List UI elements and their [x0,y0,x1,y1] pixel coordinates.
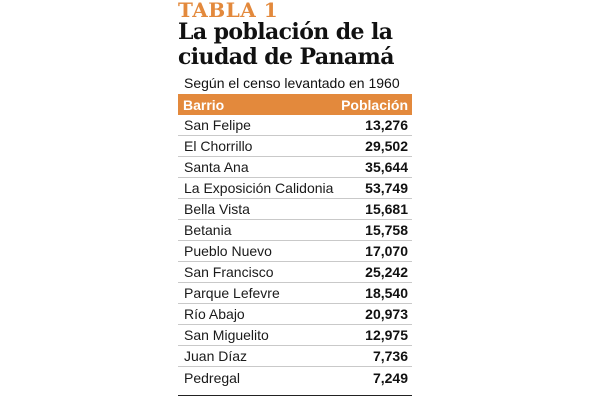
population-table: TABLA 1 La población de la ciudad de Pan… [178,0,412,396]
table-row: San Felipe 13,276 [178,115,412,136]
cell-poblacion: 15,758 [365,222,408,238]
table-header: Barrio Población [178,94,412,115]
cell-poblacion: 13,276 [365,117,408,133]
cell-barrio: Juan Díaz [184,348,248,364]
cell-barrio: Pueblo Nuevo [184,243,272,259]
column-header-barrio: Barrio [183,96,225,113]
cell-poblacion: 25,242 [365,264,408,280]
column-header-poblacion: Población [341,96,408,113]
cell-barrio: Santa Ana [184,159,249,175]
table-row: Río Abajo 20,973 [178,304,412,325]
table-row: San Miguelito 12,975 [178,325,412,346]
table-title-line-2: ciudad de Panamá [178,44,394,70]
table-row: Parque Lefevre 18,540 [178,283,412,304]
cell-poblacion: 18,540 [365,285,408,301]
table-row: Bella Vista 15,681 [178,199,412,220]
cell-barrio: Pedregal [184,369,241,386]
cell-poblacion: 20,973 [365,306,408,322]
table-row: San Francisco 25,242 [178,262,412,283]
cell-poblacion: 35,644 [365,159,408,175]
cell-poblacion: 12,975 [365,327,408,343]
table-row: Pueblo Nuevo 17,070 [178,241,412,262]
table-row: Pedregal 7,249 [178,367,412,388]
table-body: San Felipe 13,276 El Chorrillo 29,502 Sa… [178,115,412,388]
table-row: La Exposición Calidonia 53,749 [178,178,412,199]
table-subtitle: Según el censo levantado en 1960 [184,75,400,91]
cell-poblacion: 7,736 [372,348,408,364]
table-row: Santa Ana 35,644 [178,157,412,178]
table-row: Betania 15,758 [178,220,412,241]
cell-poblacion: 7,249 [372,369,408,386]
cell-poblacion: 29,502 [365,138,408,154]
cell-barrio: Río Abajo [184,306,245,322]
cell-barrio: El Chorrillo [184,138,253,154]
table-row: Juan Díaz 7,736 [178,346,412,367]
bottom-rule [178,395,412,396]
cell-poblacion: 53,749 [365,180,408,196]
cell-barrio: Bella Vista [184,201,250,217]
table-title-line-1: La población de la [178,19,393,45]
cell-barrio: San Francisco [184,264,274,280]
cell-barrio: Betania [184,222,232,238]
cell-poblacion: 15,681 [365,201,408,217]
cell-barrio: Parque Lefevre [184,285,280,301]
cell-barrio: La Exposición Calidonia [184,180,334,196]
table-row: El Chorrillo 29,502 [178,136,412,157]
cell-barrio: San Felipe [184,117,251,133]
cell-poblacion: 17,070 [365,243,408,259]
cell-barrio: San Miguelito [184,327,269,343]
table-kicker: TABLA 1 [178,0,279,22]
